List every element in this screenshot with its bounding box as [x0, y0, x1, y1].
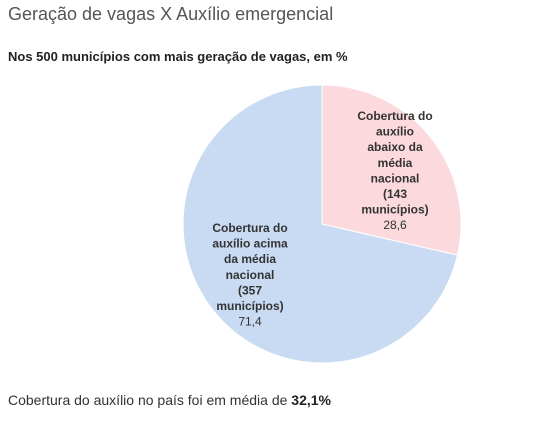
pie-slice-0 [321, 84, 462, 256]
slice-label-line: Cobertura do [357, 109, 432, 123]
slice-value-0: 28,6 [383, 218, 407, 232]
footnote-highlight: 32,1% [291, 392, 331, 408]
chart-title: Geração de vagas X Auxílio emergencial [8, 4, 334, 24]
slice-value-1: 71,4 [238, 315, 262, 329]
slice-label-0: Cobertura do auxílio abaixo da média naciona… [357, 109, 432, 217]
slice-label-line: municípios) [361, 203, 428, 217]
footnote-text: Cobertura do auxílio no país foi em médi… [8, 392, 292, 408]
pie-slice-1 [182, 84, 459, 364]
slice-label-line: nacional [226, 268, 275, 282]
pie-labels: Cobertura do auxílio abaixo da média naciona… [212, 109, 432, 329]
slice-label-line: auxílio acima [212, 237, 288, 251]
slice-label-line: da média [224, 252, 276, 266]
slice-label-line: (357 [238, 283, 262, 297]
slice-label-line: municípios) [216, 299, 283, 313]
slice-label-line: abaixo da [367, 140, 423, 154]
slice-label-1: Cobertura do auxílio acima da média naciona… [212, 221, 288, 313]
slice-label-line: auxílio [376, 125, 414, 139]
slice-label-line: (143 [383, 187, 407, 201]
pie-slices [182, 84, 462, 364]
footnote: Cobertura do auxílio no país foi em médi… [8, 392, 331, 408]
slice-label-line: média [378, 156, 413, 170]
chart-subtitle: Nos 500 municípios com mais geração de v… [8, 49, 348, 64]
slice-label-line: Cobertura do [212, 221, 287, 235]
slice-label-line: nacional [371, 171, 420, 185]
